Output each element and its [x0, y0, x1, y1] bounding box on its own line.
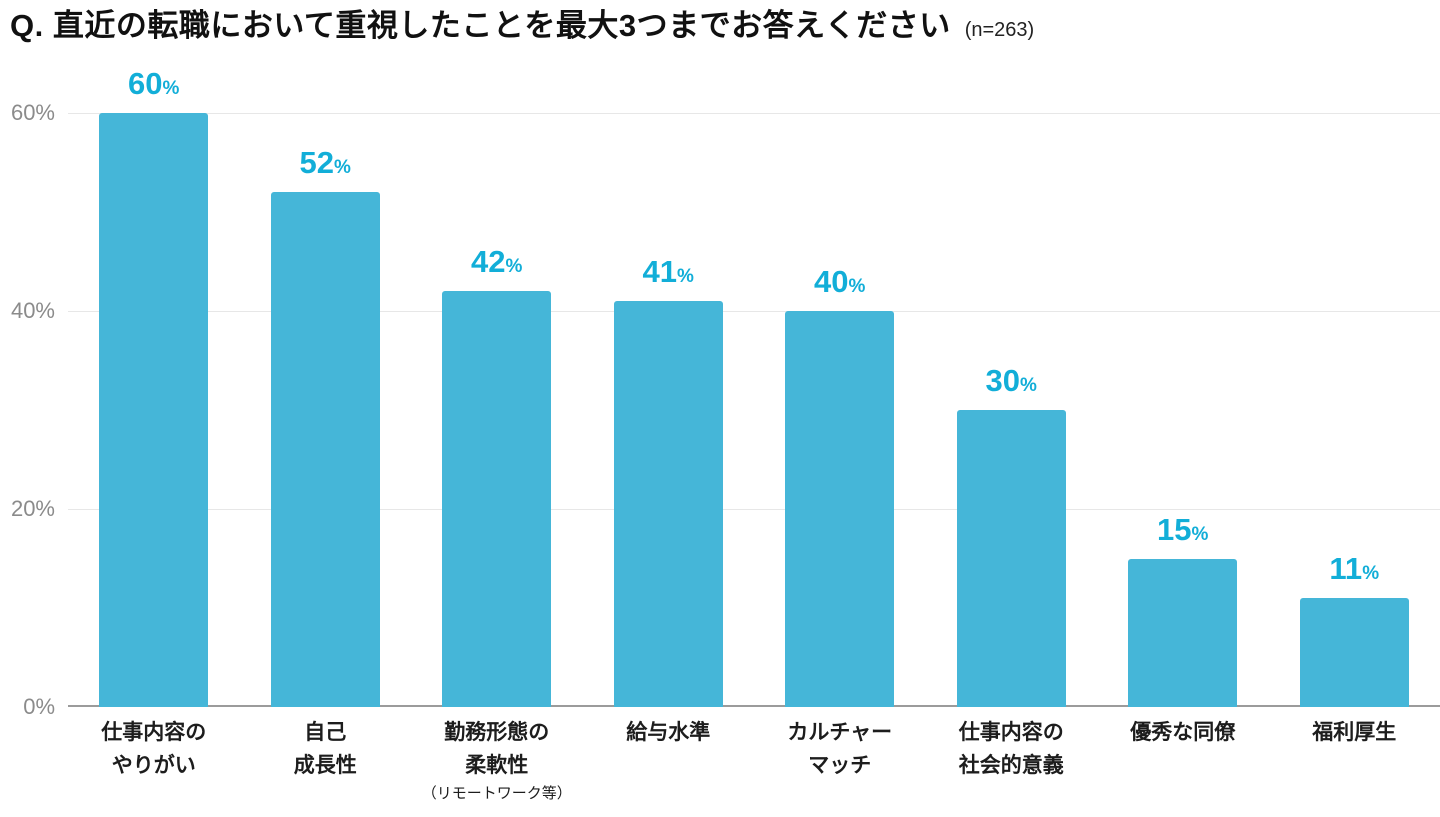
- bar-value-percent-sign: %: [162, 78, 180, 99]
- category-label-line: 仕事内容の: [958, 721, 1064, 744]
- bar-value-number: 60: [128, 66, 163, 101]
- bar-value-label: 52%: [240, 145, 412, 184]
- category-label-line: マッチ: [808, 754, 872, 777]
- category-label-line: 優秀な同僚: [1130, 721, 1236, 744]
- bar: [1128, 558, 1238, 707]
- bar-value-number: 11: [1329, 551, 1363, 587]
- category-label: 勤務形態の柔軟性 （リモートワーク等）: [411, 716, 583, 805]
- category-label: 給与水準: [583, 716, 755, 805]
- category-label-line: 勤務形態の: [444, 721, 550, 744]
- categories-row: 仕事内容の やりがい 自己 成長性 勤務形態の 柔軟性 （リモートワーク等） 給与水準 カルチャ…: [68, 716, 1440, 805]
- bar-value-number: 15: [1157, 511, 1192, 547]
- bar-column: 11%: [1269, 113, 1440, 707]
- bar-column: 60%: [68, 68, 240, 707]
- bar-value-percent-sign: %: [1191, 523, 1209, 545]
- sample-size-label: (n=263): [964, 19, 1035, 41]
- category-label-line: 柔軟性: [465, 754, 529, 777]
- category-label-note: （リモートワーク等）: [421, 785, 572, 802]
- category-label-line: 社会的意義: [958, 754, 1064, 777]
- bar-value-number: 41: [642, 254, 678, 290]
- bar: [785, 311, 895, 707]
- category-label: カルチャー マッチ: [754, 716, 926, 805]
- bar-value-number: 42: [471, 244, 506, 280]
- category-label-line: 仕事内容の: [101, 721, 207, 744]
- category-label-line: 成長性: [293, 754, 357, 777]
- category-label-line: 福利厚生: [1312, 721, 1397, 744]
- bar-value-label: 30%: [926, 363, 1098, 402]
- y-tick-label: 20%: [10, 496, 55, 521]
- bar: [99, 113, 209, 707]
- category-label: 優秀な同僚: [1097, 716, 1269, 805]
- bar-value-label: 11%: [1269, 551, 1440, 590]
- chart-title-row: Q. 直近の転職において重視したことを最大3つまでお答えください (n=263): [10, 6, 1034, 46]
- category-label-line: やりがい: [111, 754, 196, 777]
- bar: [1299, 598, 1409, 707]
- bar-value-percent-sign: %: [334, 157, 351, 179]
- category-label-line: カルチャー: [787, 721, 893, 744]
- bar-value-label: 40%: [754, 264, 926, 303]
- category-label: 福利厚生: [1269, 716, 1440, 805]
- bar-value-percent-sign: %: [1362, 563, 1380, 585]
- bar-value-number: 40: [814, 264, 849, 299]
- category-label-line: 給与水準: [626, 721, 711, 744]
- bar-value-percent-sign: %: [848, 276, 866, 297]
- bar-value-percent-sign: %: [1020, 375, 1037, 396]
- chart-title: Q. 直近の転職において重視したことを最大3つまでお答えください: [10, 8, 951, 43]
- gridline: [68, 311, 1440, 312]
- bar-value-label: 15%: [1097, 511, 1269, 551]
- y-tick-label: 40%: [10, 298, 55, 323]
- category-label: 仕事内容の社会的意義: [926, 716, 1098, 805]
- y-tick-label: 0%: [23, 694, 55, 719]
- bar-value-number: 52: [299, 145, 335, 181]
- bar-value-label: 41%: [583, 254, 755, 293]
- bar-value-label: 42%: [411, 244, 583, 283]
- gridline: [68, 509, 1440, 510]
- bar-column: 52%: [240, 113, 412, 707]
- bar-value-percent-sign: %: [505, 256, 523, 278]
- bar-column: 30%: [926, 113, 1098, 707]
- bar: [613, 301, 723, 707]
- bar-column: 15%: [1097, 113, 1269, 707]
- gridline: [68, 113, 1440, 114]
- y-tick-label: 60%: [10, 100, 55, 125]
- category-label: 自己 成長性: [240, 716, 412, 805]
- bar-column: 40%: [754, 113, 926, 707]
- bar-value-label: 60%: [68, 66, 240, 105]
- bar: [956, 410, 1066, 707]
- bar: [270, 192, 380, 707]
- x-axis-baseline: [68, 705, 1440, 707]
- bar: [442, 291, 552, 707]
- bar-value-percent-sign: %: [677, 266, 694, 288]
- category-label-line: 自己: [304, 721, 347, 744]
- bars-row: 60% 52% 42% 41% 40% 30% 15% 11%: [68, 68, 1440, 707]
- bar-value-number: 30: [985, 363, 1021, 398]
- plot-area: 60% 52% 42% 41% 40% 30% 15% 11%: [68, 68, 1440, 707]
- category-label: 仕事内容の やりがい: [68, 716, 240, 805]
- bar-column: 42%: [411, 113, 583, 707]
- bar-column: 41%: [583, 113, 755, 707]
